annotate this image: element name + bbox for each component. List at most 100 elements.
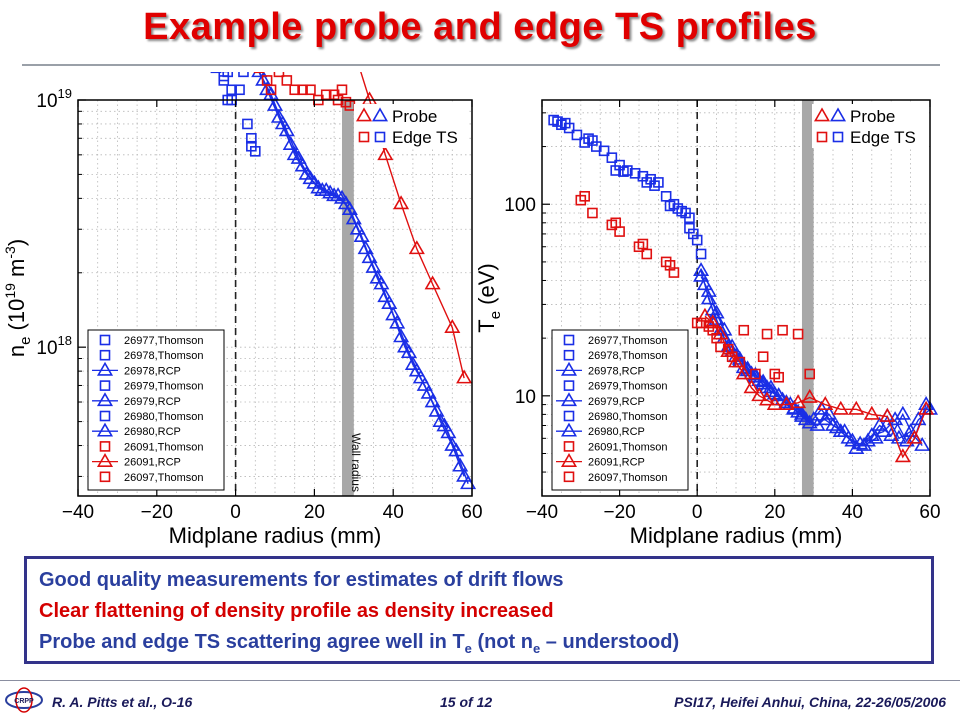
data-point <box>559 117 571 129</box>
data-point <box>778 395 795 410</box>
slide-title: Example probe and edge TS profiles <box>143 6 817 48</box>
data-point <box>444 319 461 333</box>
legend-entry-label: 26091,Thomson <box>588 441 668 453</box>
data-point <box>251 72 268 78</box>
series-26979-thomson <box>548 114 703 246</box>
legend-entry-label: 26980,Thomson <box>124 411 204 423</box>
legend-marker <box>96 422 114 437</box>
legend-marker <box>99 380 111 391</box>
legend-probe-ts: Probe Edge TS <box>812 104 926 148</box>
legend-entry-label: 26978,RCP <box>124 365 181 377</box>
data-point <box>377 288 394 303</box>
legend-marker <box>563 441 575 452</box>
summary-line3-b: (not n <box>471 631 533 653</box>
data-point <box>813 400 830 415</box>
data-point <box>297 84 308 96</box>
legend-probe-label: Probe <box>850 107 895 126</box>
data-point <box>824 416 842 431</box>
legend-entry-label: 26980,Thomson <box>588 411 668 423</box>
series-line <box>704 315 927 459</box>
data-point <box>353 228 370 243</box>
chart-density: Wall radius −40 −20 0 20 40 60 Midplane radius … <box>2 72 483 548</box>
legend-entry-label: 26097,Thomson <box>124 472 204 484</box>
legend-entry-label: 26979,RCP <box>588 396 645 408</box>
data-point <box>246 132 257 144</box>
data-point <box>727 353 745 368</box>
data-point <box>906 429 923 444</box>
chart-temperature: −40 −20 0 20 40 60 Midplane radius (mm) 10 100 Te… <box>474 99 941 548</box>
data-point <box>711 332 722 344</box>
legend-entry-label: 26978,Thomson <box>588 350 668 362</box>
data-point <box>649 180 660 191</box>
data-point <box>265 84 277 96</box>
data-point <box>306 174 323 189</box>
wall-radius-label: Wall radius <box>349 433 363 492</box>
data-point <box>340 96 352 108</box>
data-point <box>548 114 559 126</box>
legend-marker <box>99 334 111 346</box>
data-point <box>290 149 307 164</box>
legend-ts-label: Edge TS <box>850 128 916 147</box>
data-point <box>456 369 473 384</box>
data-point <box>691 234 703 246</box>
data-point <box>218 72 230 82</box>
data-point <box>755 373 772 388</box>
series-26980-rcp <box>258 72 477 490</box>
data-point <box>270 108 287 123</box>
data-point <box>452 457 469 472</box>
summary-line-density-flattening: Clear flattening of density profile as d… <box>39 600 554 622</box>
legend-entry-label: 26091,RCP <box>124 457 181 469</box>
data-point <box>345 210 362 225</box>
data-point <box>804 368 816 380</box>
legend-shots: 26977,Thomson 26978,Thomson 26978,RCP 26979… <box>87 329 225 491</box>
legend-entry-label: 26979,RCP <box>124 396 181 408</box>
data-point <box>330 187 347 202</box>
legend-marker <box>560 422 578 437</box>
legend-ts-blue-marker <box>832 131 844 143</box>
data-point <box>848 400 865 415</box>
y-tick-label: 1018 <box>36 333 72 359</box>
data-point <box>629 168 641 179</box>
data-point <box>792 328 804 340</box>
legend-marker <box>99 410 111 422</box>
legend-marker <box>563 410 575 422</box>
data-point <box>790 394 807 409</box>
legend-entry-label: 26980,RCP <box>124 426 181 438</box>
legend-entry-label: 26977,Thomson <box>124 335 204 347</box>
data-point <box>722 343 734 355</box>
x-tick-label: 60 <box>919 502 940 523</box>
data-point <box>282 136 299 150</box>
data-point <box>738 324 750 336</box>
crpp-logo-icon: CRPP <box>5 687 43 713</box>
data-point <box>428 402 445 417</box>
data-point <box>693 267 710 282</box>
data-point <box>672 203 684 214</box>
data-point <box>693 262 710 277</box>
series-line <box>258 72 469 485</box>
data-point <box>751 387 768 402</box>
data-point <box>695 248 707 260</box>
data-point <box>238 72 249 78</box>
data-point <box>703 321 715 332</box>
data-point <box>587 135 598 146</box>
data-point <box>381 295 398 310</box>
data-point <box>400 344 417 359</box>
legend-marker <box>563 380 575 391</box>
series-26980-thomson <box>559 117 707 260</box>
data-point <box>664 260 676 271</box>
data-point <box>242 118 253 130</box>
data-point <box>720 343 737 358</box>
data-point <box>684 222 695 234</box>
data-point <box>571 129 583 141</box>
legend-entry-label: 26978,RCP <box>588 365 645 377</box>
logo-text: CRPP <box>14 698 34 705</box>
series-26097-thomson <box>579 191 816 380</box>
data-point <box>700 290 717 305</box>
x-tick-label: 40 <box>383 502 404 523</box>
data-point <box>349 220 366 235</box>
data-point <box>361 249 378 264</box>
data-point <box>832 400 849 415</box>
data-point <box>310 179 327 194</box>
charts-area: Wall radius −40 −20 0 20 40 60 Midplane radius … <box>2 72 941 548</box>
data-point <box>318 181 335 196</box>
